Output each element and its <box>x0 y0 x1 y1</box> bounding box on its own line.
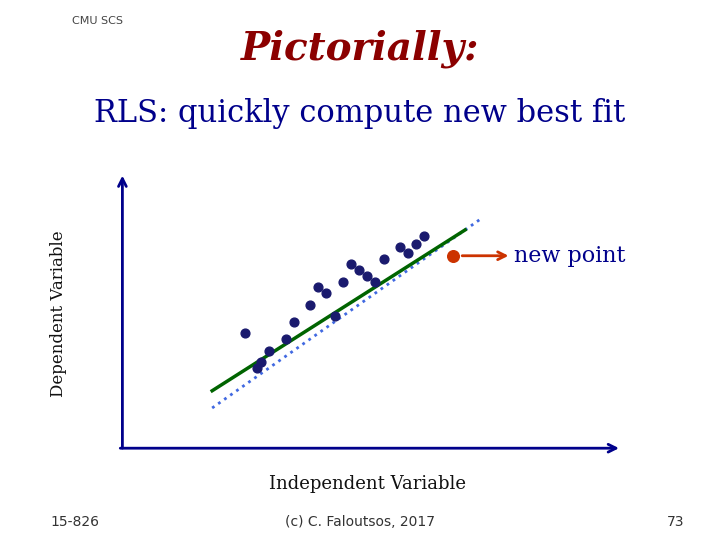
Point <box>239 329 251 338</box>
Point <box>402 248 414 257</box>
Point <box>410 240 422 248</box>
Text: 15-826: 15-826 <box>50 515 99 529</box>
Point <box>264 346 275 355</box>
Point <box>354 266 365 274</box>
Point <box>280 335 292 343</box>
Point <box>288 318 300 326</box>
Text: (c) C. Faloutsos, 2017: (c) C. Faloutsos, 2017 <box>285 515 435 529</box>
Point <box>418 231 430 240</box>
Point <box>378 254 390 263</box>
Point <box>394 243 405 252</box>
Text: CMU SCS: CMU SCS <box>72 16 123 26</box>
Point <box>447 252 459 260</box>
Point <box>256 357 267 366</box>
Point <box>312 283 324 292</box>
Point <box>320 289 332 298</box>
Point <box>251 363 263 372</box>
Text: Pictorially:: Pictorially: <box>240 29 480 68</box>
Text: Dependent Variable: Dependent Variable <box>50 230 67 396</box>
Point <box>337 277 348 286</box>
Text: new point: new point <box>462 245 626 267</box>
Point <box>329 312 341 320</box>
Text: Independent Variable: Independent Variable <box>269 475 466 493</box>
Point <box>305 300 316 309</box>
Point <box>369 277 381 286</box>
Text: 73: 73 <box>667 515 684 529</box>
Text: RLS: quickly compute new best fit: RLS: quickly compute new best fit <box>94 98 626 129</box>
Point <box>361 272 373 280</box>
Point <box>345 260 356 269</box>
